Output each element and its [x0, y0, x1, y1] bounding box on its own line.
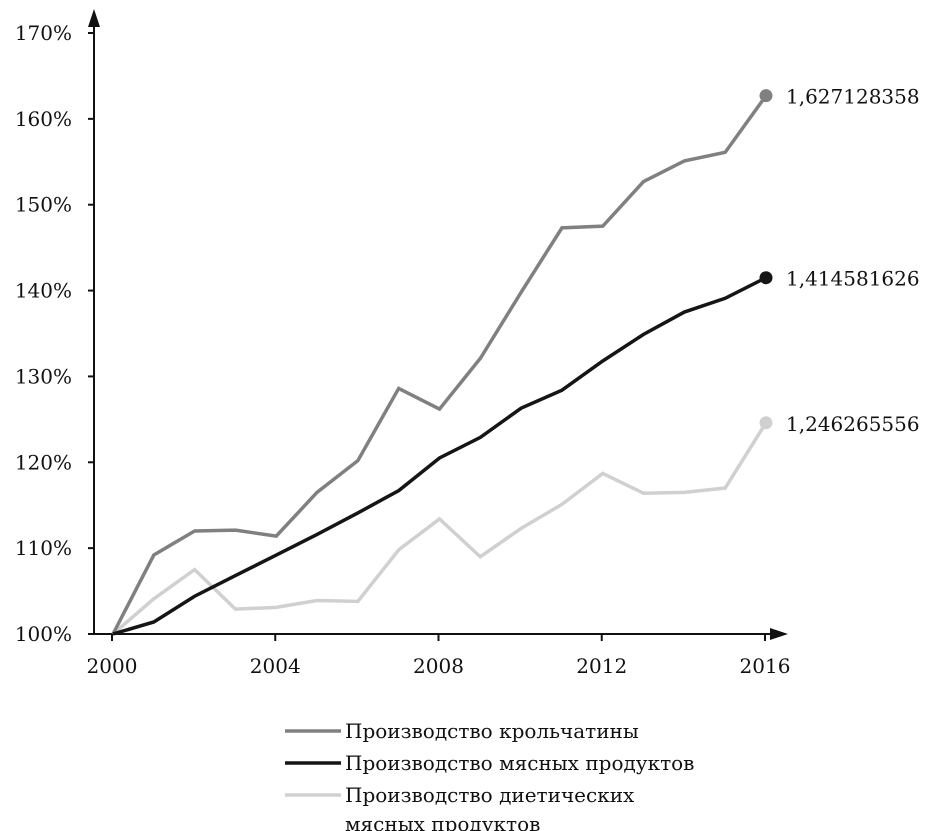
- y-tick-label: 150%: [15, 193, 72, 217]
- x-axis-ticks: 2000 2004 2008 2012 2016: [87, 634, 791, 678]
- series-end-marker-1: [759, 89, 773, 103]
- legend-label-3: мясных продуктов: [345, 812, 540, 831]
- series-end-marker-3: [759, 416, 773, 430]
- series-end-marker-2: [759, 271, 773, 285]
- series-end-label-2: 1,414581626: [786, 267, 920, 291]
- x-tick-label: 2012: [576, 654, 627, 678]
- legend: Производство крольчатины Производство мяс…: [285, 719, 694, 831]
- series-lines: [111, 94, 768, 636]
- series-end-label-1: 1,627128358: [786, 85, 920, 109]
- legend-label-1: Производство крольчатины: [345, 719, 639, 743]
- y-axis-arrow: [88, 9, 100, 27]
- x-axis-arrow: [770, 628, 788, 640]
- y-tick-label: 100%: [15, 622, 72, 646]
- series-line-2: [112, 276, 767, 636]
- legend-label-2: Производство мясных продуктов: [345, 751, 694, 775]
- y-tick-label: 110%: [15, 536, 72, 560]
- y-axis-ticks: 100% 110% 120% 130% 140% 150% 160% 170%: [15, 21, 94, 646]
- y-tick-label: 160%: [15, 107, 72, 131]
- legend-label-3: Производство диетических: [345, 783, 635, 807]
- y-tick-label: 140%: [15, 279, 72, 303]
- x-tick-label: 2008: [413, 654, 464, 678]
- series-line-3: [111, 421, 768, 636]
- y-tick-label: 170%: [15, 21, 72, 45]
- series-endpoints: 1,627128358 1,414581626 1,246265556: [759, 85, 920, 436]
- axes: [88, 9, 788, 640]
- x-tick-label: 2016: [740, 654, 791, 678]
- series-line-1: [111, 94, 768, 635]
- y-tick-label: 130%: [15, 364, 72, 388]
- x-tick-label: 2000: [87, 654, 138, 678]
- series-end-label-3: 1,246265556: [786, 412, 920, 436]
- x-tick-label: 2004: [250, 654, 301, 678]
- y-tick-label: 120%: [15, 450, 72, 474]
